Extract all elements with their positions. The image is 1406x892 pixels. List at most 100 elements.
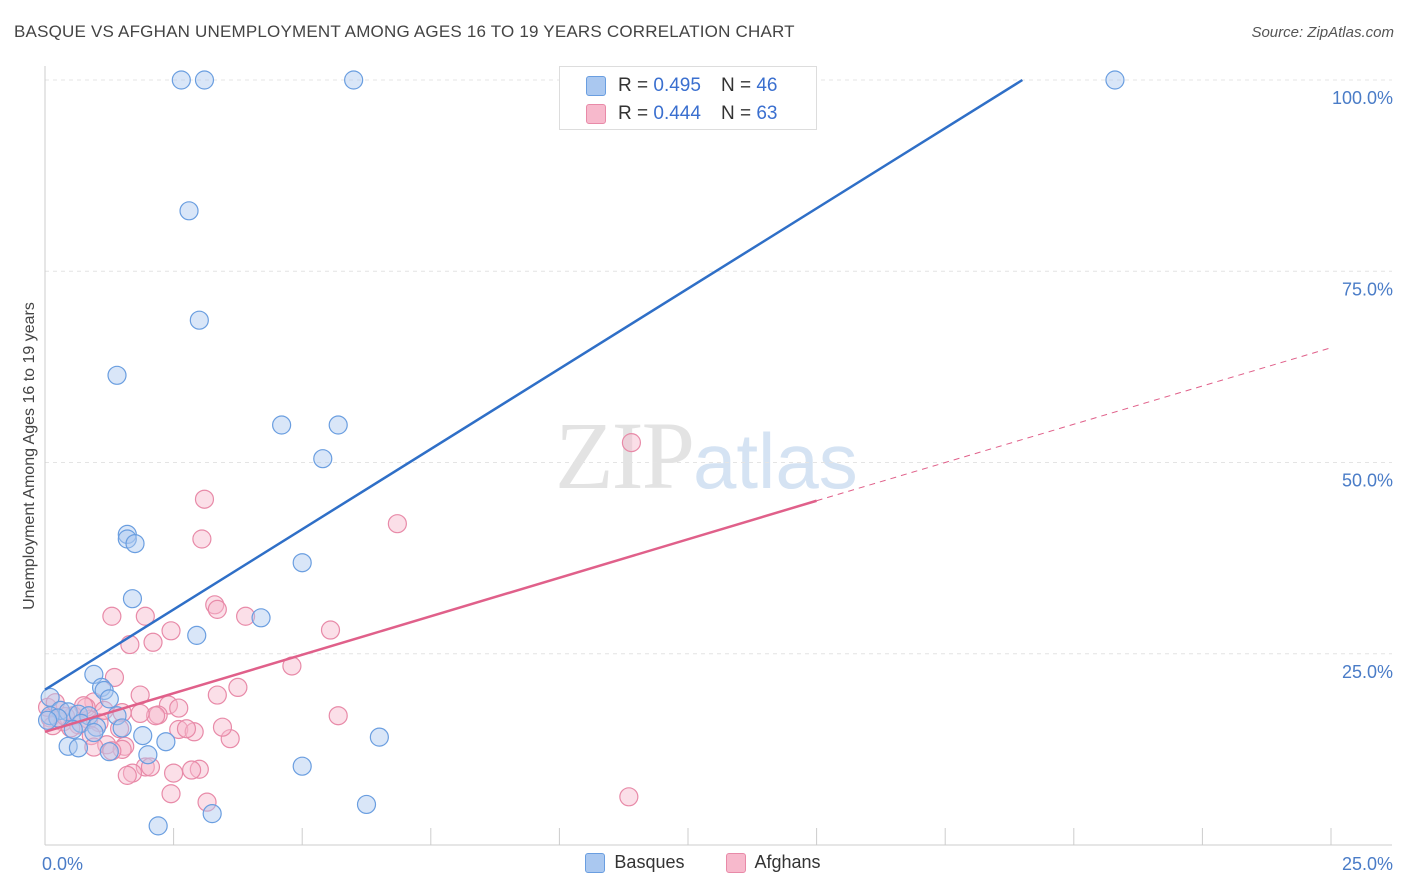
basques-point bbox=[86, 717, 107, 737]
y-tick-label: 100.0% bbox=[1332, 88, 1393, 108]
watermark-atlas: atlas bbox=[693, 417, 858, 505]
basques-point bbox=[1105, 70, 1125, 90]
afghans-points bbox=[37, 433, 642, 812]
afghans-point bbox=[194, 489, 215, 509]
basques-point bbox=[68, 738, 89, 758]
afghans-swatch bbox=[586, 104, 606, 124]
legend-swatch-basques bbox=[585, 852, 606, 873]
basques-n-value: 46 bbox=[756, 75, 778, 96]
legend-swatch-afghans bbox=[725, 852, 746, 873]
source-label: Source: ZipAtlas.com bbox=[1251, 24, 1394, 41]
afghans-point bbox=[184, 722, 204, 742]
basques-point bbox=[189, 310, 209, 330]
basques-point bbox=[148, 816, 168, 836]
legend-item-basques: Basques bbox=[585, 852, 684, 873]
trend-lines bbox=[44, 78, 1332, 733]
basques-point bbox=[156, 732, 176, 752]
afghans-point bbox=[228, 677, 248, 698]
basques-point bbox=[171, 70, 191, 90]
afghans-point bbox=[120, 634, 140, 655]
x-tick-label: 0.0% bbox=[42, 854, 83, 874]
basques-point bbox=[122, 589, 143, 609]
afghans-point bbox=[207, 685, 227, 705]
afghans-point bbox=[619, 787, 639, 807]
series-legend: Basques Afghans bbox=[0, 852, 1406, 878]
correlation-legend: R = 0.495 N = 46 R = 0.444 N = 63 bbox=[559, 66, 817, 130]
legend-item-afghans: Afghans bbox=[725, 852, 821, 873]
basques-point bbox=[202, 804, 222, 824]
x-tick-label: 25.0% bbox=[1342, 854, 1393, 874]
basques-point bbox=[356, 794, 377, 815]
afghans-point bbox=[212, 717, 233, 737]
basques-point bbox=[58, 736, 78, 756]
afghans-trend-line-solid bbox=[44, 499, 817, 733]
afghans-point bbox=[320, 620, 341, 640]
gridlines bbox=[44, 79, 1392, 845]
afghans-r-value: 0.444 bbox=[653, 103, 701, 124]
watermark-zip: ZIP bbox=[555, 402, 695, 509]
afghans-point bbox=[621, 433, 642, 453]
basques-point bbox=[292, 756, 312, 776]
chart-title: BASQUE VS AFGHAN UNEMPLOYMENT AMONG AGES… bbox=[14, 22, 795, 41]
y-tick-label: 75.0% bbox=[1342, 279, 1393, 299]
afghans-point bbox=[145, 706, 166, 726]
afghans-point bbox=[84, 737, 104, 757]
basques-point bbox=[272, 415, 292, 435]
basques-r-value: 0.495 bbox=[653, 75, 701, 96]
basques-point bbox=[99, 742, 119, 762]
basques-trend-line-solid bbox=[44, 78, 1024, 691]
basques-point bbox=[91, 677, 112, 698]
basques-point bbox=[133, 726, 153, 746]
afghans-point bbox=[117, 765, 137, 785]
afghans-point bbox=[115, 736, 135, 756]
afghans-point bbox=[140, 757, 161, 777]
afghans-point bbox=[387, 514, 407, 534]
watermark: ZIPatlas bbox=[555, 400, 858, 511]
afghans-point bbox=[161, 621, 181, 641]
afghans-point bbox=[169, 698, 189, 718]
afghans-point bbox=[207, 599, 227, 619]
basques-point bbox=[313, 449, 333, 469]
basques-point bbox=[138, 745, 158, 765]
afghans-point bbox=[220, 729, 240, 749]
afghans-point bbox=[104, 667, 125, 688]
basques-points bbox=[37, 70, 1125, 836]
basques-point bbox=[37, 710, 58, 730]
afghans-point bbox=[161, 784, 181, 804]
afghans-point bbox=[130, 703, 150, 724]
afghans-point bbox=[192, 529, 212, 549]
y-axis-label: Unemployment Among Ages 16 to 19 years bbox=[21, 302, 38, 610]
basques-point bbox=[125, 533, 145, 554]
basques-point bbox=[50, 700, 71, 720]
afghans-point bbox=[102, 606, 122, 626]
afghans-point bbox=[169, 719, 189, 740]
basques-point bbox=[99, 689, 119, 709]
y-tick-label: 50.0% bbox=[1342, 471, 1393, 491]
legend-label-afghans: Afghans bbox=[754, 852, 821, 872]
afghans-point bbox=[143, 632, 163, 652]
basques-point bbox=[84, 722, 104, 743]
basques-point bbox=[194, 70, 215, 90]
basques-point bbox=[369, 727, 389, 747]
basques-point bbox=[112, 718, 132, 738]
afghans-point bbox=[197, 792, 217, 812]
afghans-point bbox=[164, 763, 184, 783]
afghans-r-label: R = bbox=[618, 103, 649, 124]
afghans-trend-line-dashed bbox=[816, 347, 1332, 502]
afghans-point bbox=[182, 760, 202, 780]
legend-label-basques: Basques bbox=[614, 852, 685, 872]
legend-row-afghans: R = 0.444 N = 63 bbox=[586, 101, 777, 127]
afghans-n-label: N = bbox=[720, 103, 752, 124]
basques-point bbox=[179, 201, 199, 221]
basques-point bbox=[107, 365, 127, 385]
legend-row-basques: R = 0.495 N = 46 bbox=[586, 73, 777, 99]
afghans-point bbox=[176, 719, 197, 739]
basques-point bbox=[344, 70, 364, 90]
afghans-point bbox=[236, 606, 256, 626]
basques-point bbox=[251, 608, 271, 628]
afghans-point bbox=[135, 606, 155, 626]
basques-n-label: N = bbox=[720, 75, 752, 96]
afghans-n-value: 63 bbox=[756, 103, 778, 124]
basques-point bbox=[187, 625, 207, 645]
